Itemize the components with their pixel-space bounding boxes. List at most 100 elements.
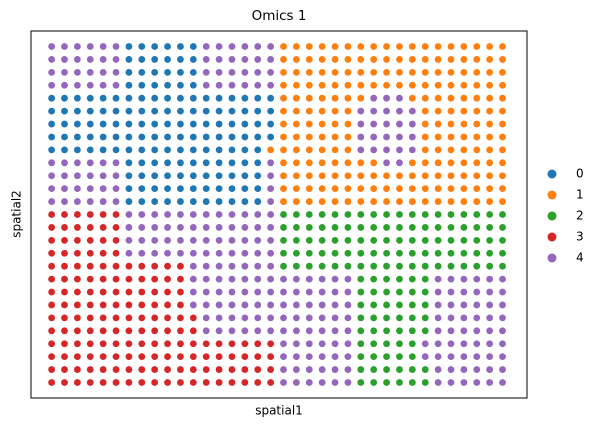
spot xyxy=(99,94,107,102)
spot xyxy=(138,68,146,76)
spot xyxy=(151,68,159,76)
spot xyxy=(177,236,184,244)
spot xyxy=(151,211,159,218)
spot xyxy=(61,353,68,361)
spot xyxy=(48,288,56,296)
spot xyxy=(447,275,455,283)
spot xyxy=(499,198,506,205)
spot xyxy=(460,224,468,231)
spot xyxy=(61,327,68,335)
spot xyxy=(370,288,378,296)
spot xyxy=(48,159,56,167)
spot xyxy=(370,340,378,348)
spot xyxy=(460,249,468,257)
spot xyxy=(202,353,210,361)
spot xyxy=(318,327,326,335)
spot xyxy=(421,94,429,102)
spot xyxy=(61,224,68,231)
spot xyxy=(370,43,378,50)
spot xyxy=(408,236,416,244)
spot xyxy=(305,301,313,309)
spot xyxy=(357,172,365,180)
spot xyxy=(138,262,146,270)
spot xyxy=(460,159,468,167)
spot xyxy=(434,301,442,309)
spot xyxy=(421,211,429,218)
spot xyxy=(267,43,275,50)
spot xyxy=(215,340,223,348)
spot xyxy=(254,107,262,115)
spot xyxy=(241,340,249,348)
spot xyxy=(254,301,262,309)
spot xyxy=(396,262,403,270)
spot xyxy=(73,249,81,257)
spot xyxy=(280,68,287,76)
spot xyxy=(125,275,133,283)
spot xyxy=(254,288,262,296)
spot xyxy=(396,366,403,373)
spot xyxy=(408,224,416,231)
spot xyxy=(202,68,210,76)
spot xyxy=(305,366,313,373)
legend-label: 0 xyxy=(576,167,584,181)
spot xyxy=(421,262,429,270)
spot xyxy=(292,172,300,180)
spot xyxy=(357,198,365,205)
spot xyxy=(202,275,210,283)
spot xyxy=(202,224,210,231)
spot xyxy=(460,120,468,128)
spot xyxy=(228,68,236,76)
spot xyxy=(138,379,146,386)
spot xyxy=(73,236,81,244)
spot xyxy=(396,107,403,115)
spot xyxy=(383,340,390,348)
spot xyxy=(125,288,133,296)
spot xyxy=(383,314,390,322)
spot xyxy=(73,94,81,102)
spot xyxy=(202,379,210,386)
spot xyxy=(408,133,416,141)
spot xyxy=(86,172,94,180)
spot xyxy=(164,107,171,115)
spot xyxy=(99,314,107,322)
spot xyxy=(460,288,468,296)
spot xyxy=(447,107,455,115)
spot xyxy=(421,146,429,154)
spot xyxy=(215,236,223,244)
spot xyxy=(99,159,107,167)
spot xyxy=(383,94,390,102)
spot xyxy=(228,133,236,141)
spot xyxy=(292,185,300,193)
spot xyxy=(164,275,171,283)
spot xyxy=(61,146,68,154)
spot xyxy=(151,43,159,50)
spot xyxy=(383,327,390,335)
spot xyxy=(241,146,249,154)
spot xyxy=(164,68,171,76)
spot xyxy=(292,340,300,348)
spot xyxy=(499,185,506,193)
spot xyxy=(292,366,300,373)
spot xyxy=(383,288,390,296)
spot xyxy=(473,185,481,193)
spot xyxy=(48,301,56,309)
spot xyxy=(280,327,287,335)
spot xyxy=(318,211,326,218)
spot xyxy=(125,107,133,115)
spot xyxy=(215,133,223,141)
spot xyxy=(331,43,339,50)
spot xyxy=(164,379,171,386)
spot xyxy=(164,81,171,89)
spot xyxy=(408,288,416,296)
spot xyxy=(112,211,120,218)
spot xyxy=(370,107,378,115)
spot xyxy=(241,43,249,50)
spot xyxy=(434,146,442,154)
spot xyxy=(189,314,197,322)
spot xyxy=(202,288,210,296)
spot xyxy=(61,56,68,63)
spot xyxy=(331,146,339,154)
spot xyxy=(331,249,339,257)
spot xyxy=(421,288,429,296)
spot xyxy=(215,107,223,115)
